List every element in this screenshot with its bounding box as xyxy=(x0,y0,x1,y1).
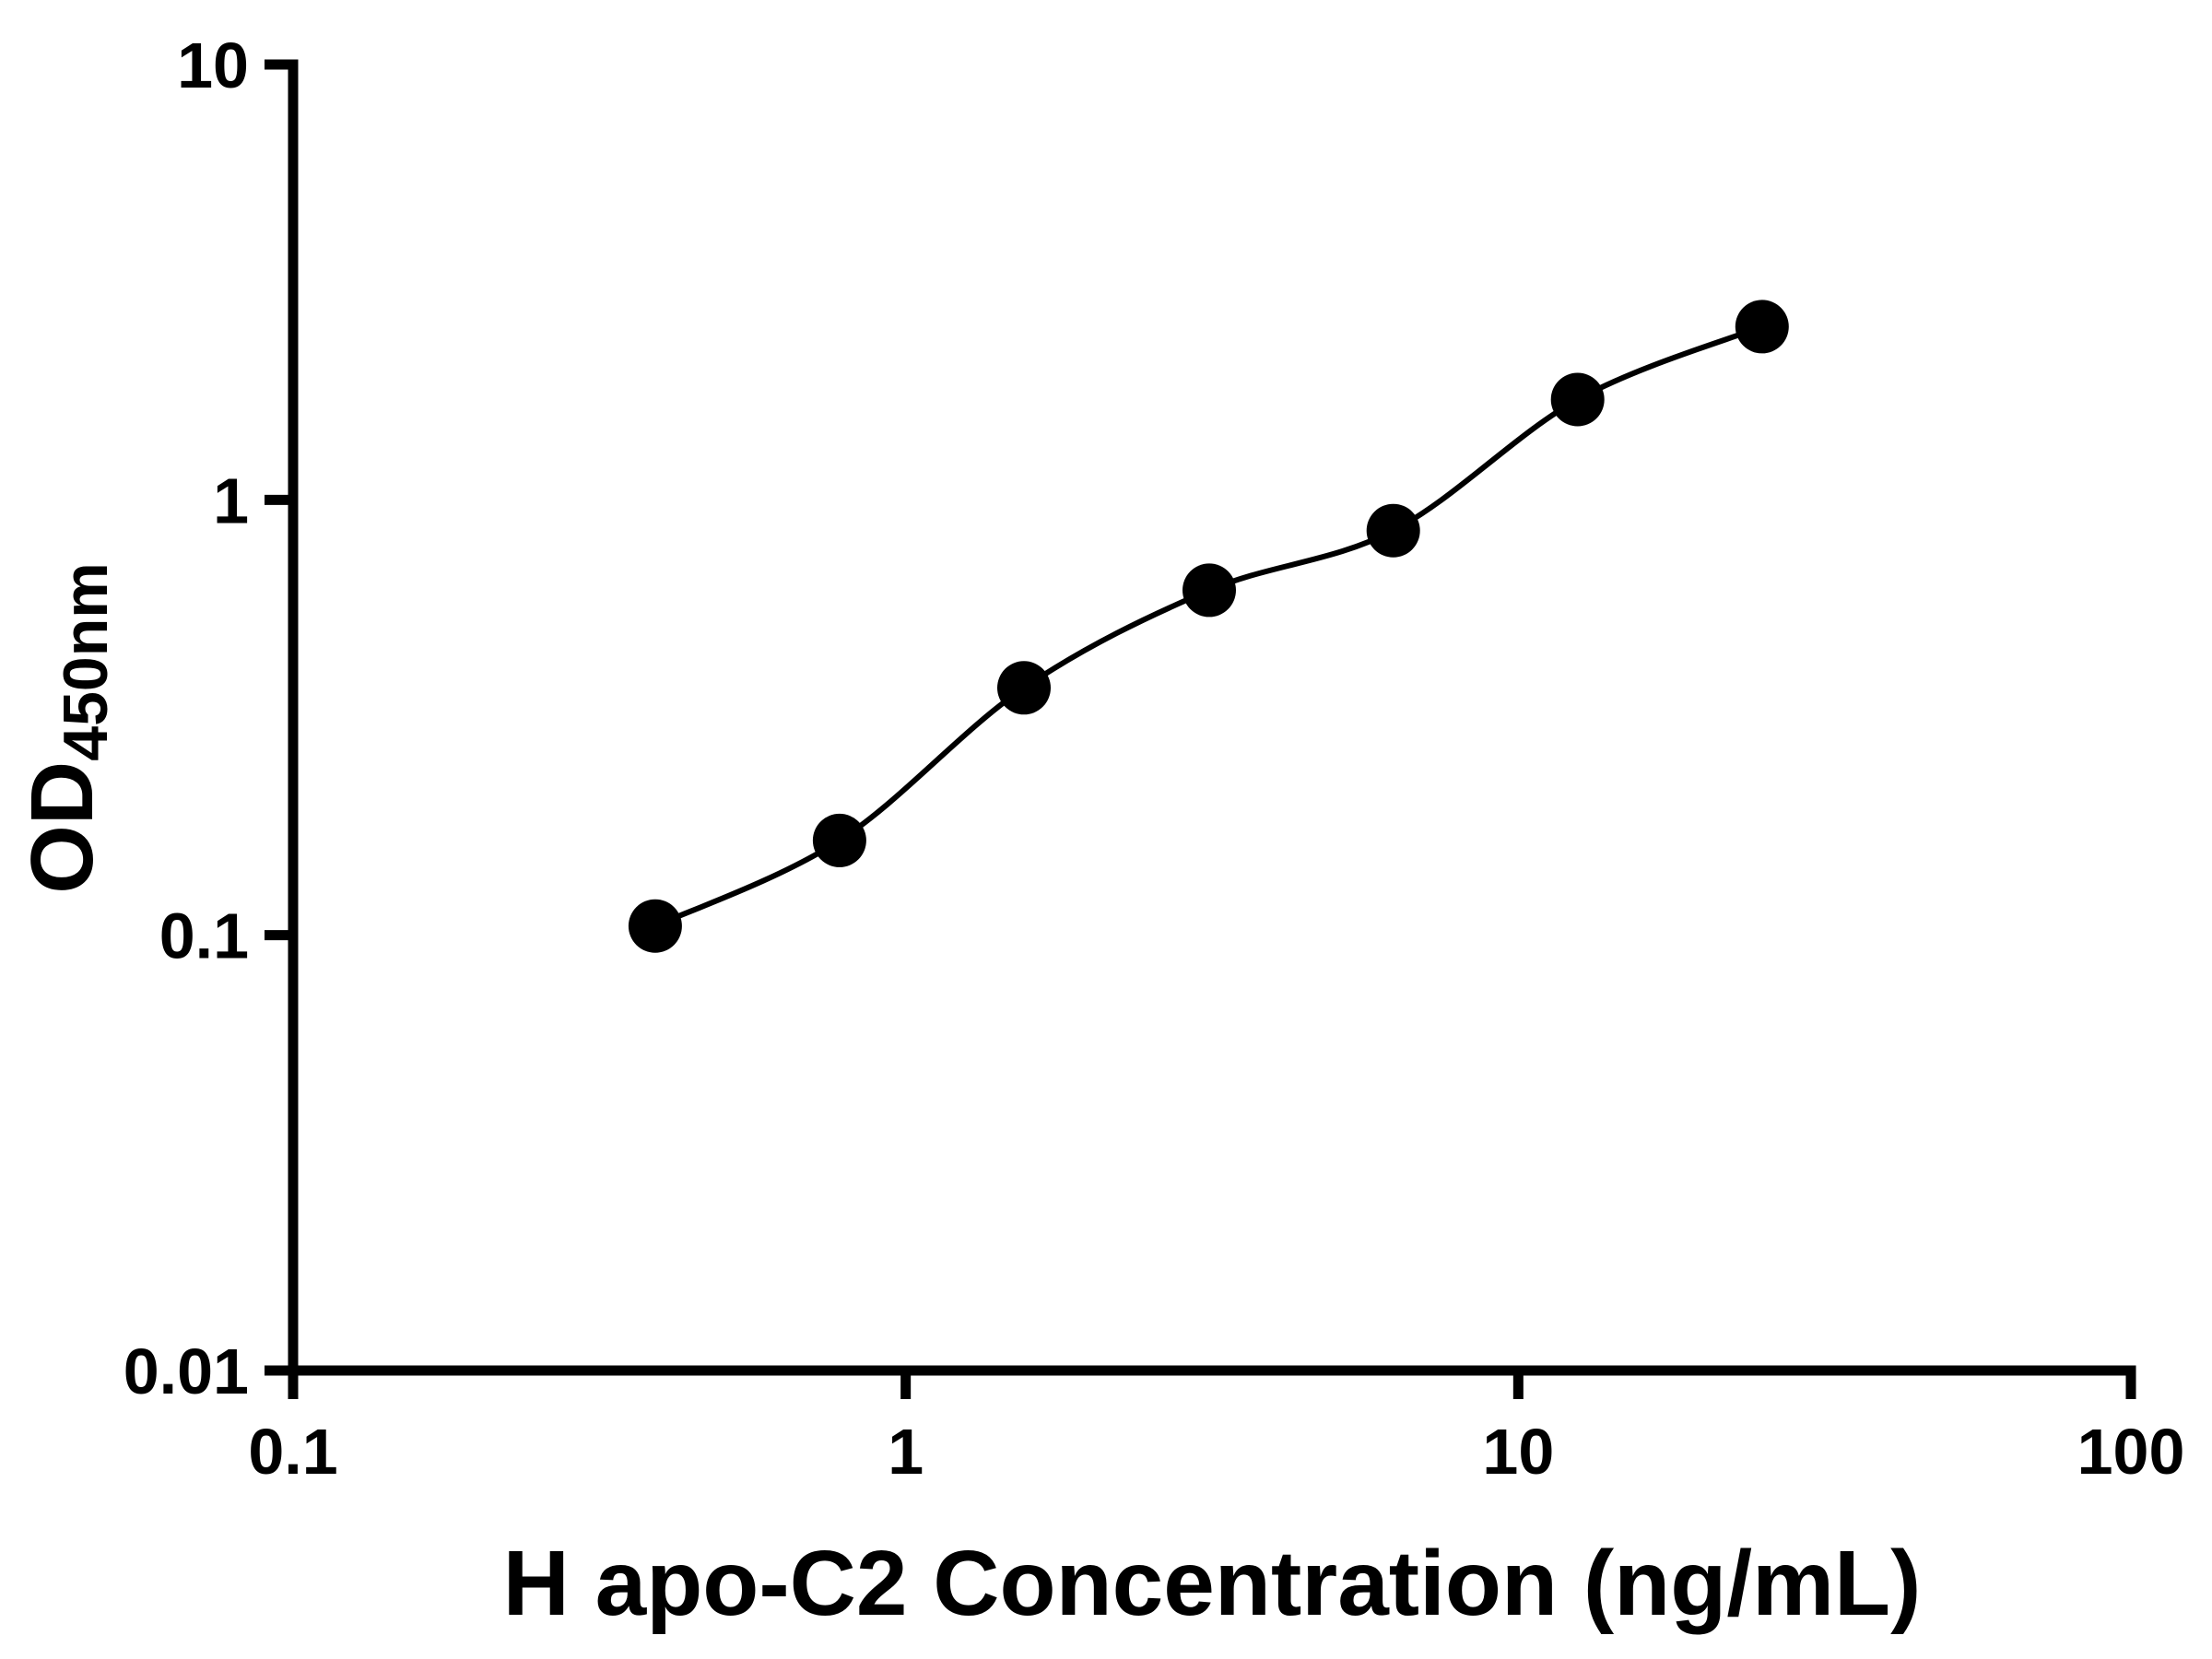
data-point-marker xyxy=(997,661,1051,715)
y-axis-tick-label: 0.1 xyxy=(159,900,249,972)
data-point-marker xyxy=(1550,372,1605,427)
y-axis-title-subscript: 450nm xyxy=(51,562,121,760)
y-axis-title: OD450nm xyxy=(13,562,121,893)
x-axis-tick-label: 10 xyxy=(1482,1416,1554,1488)
data-point-marker xyxy=(628,899,682,953)
data-point-marker xyxy=(1182,563,1236,618)
data-point-marker xyxy=(1735,300,1789,354)
data-point-marker xyxy=(812,813,866,867)
y-axis-tick-label: 0.01 xyxy=(124,1335,249,1407)
x-axis-tick-label: 0.1 xyxy=(248,1416,337,1488)
y-axis-tick-label: 10 xyxy=(177,29,249,101)
x-axis-tick-label: 1 xyxy=(888,1416,924,1488)
x-axis-tick-label: 100 xyxy=(2077,1416,2185,1488)
y-axis-title-main: OD xyxy=(13,761,112,894)
axis-lines xyxy=(288,59,2136,1376)
standard-curve-series xyxy=(628,300,1789,953)
y-axis-tick-label: 1 xyxy=(213,465,249,536)
axes: 0.1 1 10 100 0.01 0.1 1 10 xyxy=(124,29,2185,1488)
x-axis-title: H apo-C2 Concentration (ng/mL) xyxy=(503,1532,1922,1635)
data-point-marker xyxy=(1366,503,1420,558)
